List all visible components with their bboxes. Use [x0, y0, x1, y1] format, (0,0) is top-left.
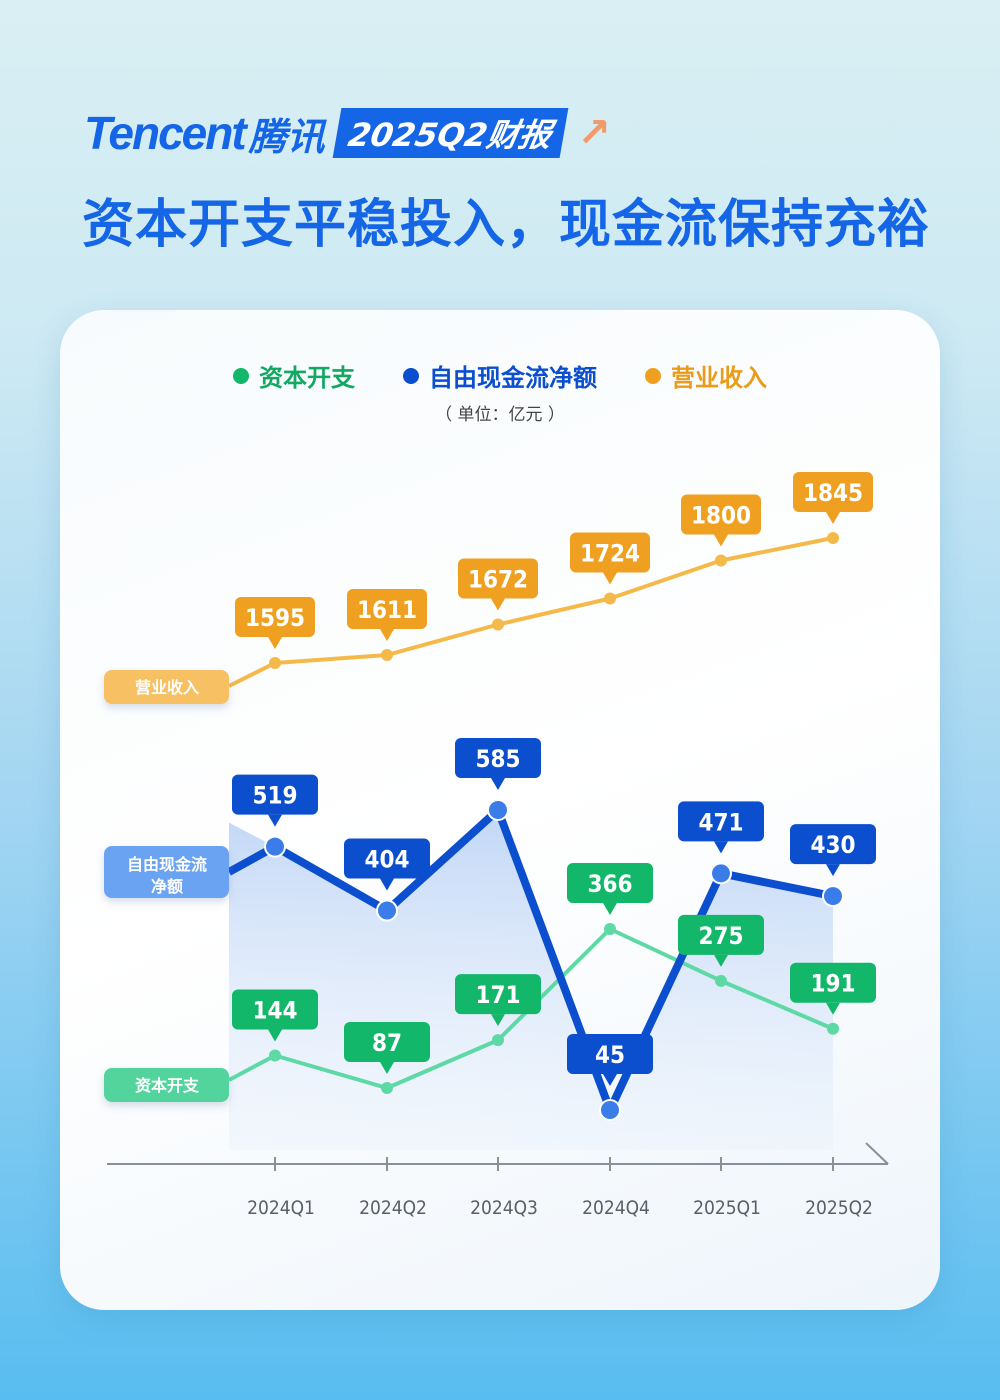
svg-text:1724: 1724 [580, 540, 640, 568]
data-point [269, 1049, 281, 1062]
data-label: 275 [678, 914, 764, 967]
data-label: 87 [344, 1022, 430, 1074]
data-label: 1724 [570, 532, 650, 585]
data-label: 171 [455, 974, 541, 1027]
x-tick-label: 2024Q4 [582, 1197, 650, 1219]
svg-text:87: 87 [372, 1029, 402, 1057]
data-point [599, 1099, 621, 1121]
brand-logo-en: Tencent [84, 107, 247, 159]
x-tick-label: 2024Q2 [359, 1197, 427, 1219]
data-label: 430 [790, 824, 876, 877]
svg-text:171: 171 [475, 981, 520, 1009]
svg-text:1672: 1672 [468, 566, 528, 594]
data-point [492, 1034, 504, 1047]
data-label: 1672 [458, 558, 538, 611]
data-point [381, 649, 393, 661]
data-point [604, 923, 616, 935]
svg-text:275: 275 [698, 922, 743, 950]
svg-text:191: 191 [810, 970, 855, 998]
x-tick-label: 2025Q2 [805, 1197, 873, 1219]
data-point [715, 974, 727, 987]
svg-text:585: 585 [475, 745, 520, 773]
data-point [715, 554, 727, 567]
series-label-capex: 资本开支 [104, 1068, 229, 1102]
svg-text:自由现金流: 自由现金流 [127, 855, 207, 874]
legend-dot-icon [645, 367, 661, 384]
svg-text:资本开支: 资本开支 [135, 1076, 200, 1095]
data-label: 144 [232, 989, 318, 1042]
series-label-revenue: 营业收入 [104, 670, 229, 704]
data-point [492, 618, 504, 631]
legend-dot-icon [403, 367, 419, 384]
svg-text:1800: 1800 [691, 502, 751, 530]
data-point [487, 799, 509, 821]
legend-item-capex: 资本开支 [233, 358, 355, 393]
svg-text:366: 366 [587, 870, 632, 898]
legend-label: 自由现金流净额 [429, 364, 597, 392]
data-label: 45 [567, 1034, 653, 1086]
svg-text:1595: 1595 [245, 604, 305, 632]
data-label: 1800 [681, 494, 761, 547]
data-label: 1845 [793, 472, 873, 524]
svg-text:404: 404 [364, 846, 409, 874]
header: Tencent 腾讯 2025Q2财报 ↗ [84, 107, 611, 159]
legend-item-revenue: 营业收入 [645, 358, 767, 393]
svg-text:144: 144 [252, 997, 297, 1025]
svg-text:430: 430 [810, 831, 855, 859]
data-point [381, 1082, 393, 1094]
legend: 资本开支 自由现金流净额 营业收入 [0, 358, 1000, 393]
data-point [710, 862, 732, 885]
legend-label: 营业收入 [671, 364, 767, 392]
x-axis-arrow-icon [865, 1142, 889, 1165]
data-point [376, 899, 398, 922]
svg-text:471: 471 [698, 808, 743, 836]
data-label: 366 [567, 863, 653, 915]
data-label: 1595 [235, 597, 315, 649]
x-tick-label: 2025Q1 [693, 1197, 761, 1219]
data-point [264, 835, 286, 858]
data-point [827, 1022, 839, 1035]
svg-text:45: 45 [595, 1041, 625, 1069]
x-tick-label: 2024Q1 [247, 1197, 315, 1219]
svg-text:净额: 净额 [151, 877, 183, 896]
legend-item-fcf: 自由现金流净额 [403, 358, 597, 393]
series-label-fcf: 自由现金流净额 [104, 846, 229, 898]
data-point [827, 532, 839, 544]
data-label: 1611 [347, 589, 427, 641]
svg-text:营业收入: 营业收入 [135, 678, 199, 697]
data-label: 471 [678, 801, 764, 854]
data-label: 191 [790, 962, 876, 1015]
data-label: 585 [455, 738, 541, 790]
page-title: 资本开支平稳投入，现金流保持充裕 [82, 195, 931, 255]
data-label: 519 [232, 774, 318, 827]
svg-text:1611: 1611 [357, 596, 417, 624]
trend-up-arrow-icon: ↗ [577, 110, 611, 156]
legend-dot-icon [233, 367, 249, 384]
data-label: 404 [344, 838, 430, 891]
legend-label: 资本开支 [259, 364, 355, 392]
data-point [604, 592, 616, 605]
svg-text:519: 519 [252, 782, 297, 810]
data-point [822, 885, 844, 908]
data-point [269, 657, 281, 669]
x-tick-label: 2024Q3 [470, 1197, 538, 1219]
brand-logo-cn: 腾讯 [248, 114, 325, 159]
unit-label: （ 单位：亿元 ） [435, 405, 565, 425]
svg-text:1845: 1845 [803, 479, 863, 507]
